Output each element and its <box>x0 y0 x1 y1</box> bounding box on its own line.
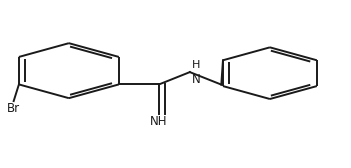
Text: N: N <box>192 73 200 86</box>
Text: NH: NH <box>150 115 168 128</box>
Text: H: H <box>192 60 200 70</box>
Text: Br: Br <box>7 102 20 115</box>
